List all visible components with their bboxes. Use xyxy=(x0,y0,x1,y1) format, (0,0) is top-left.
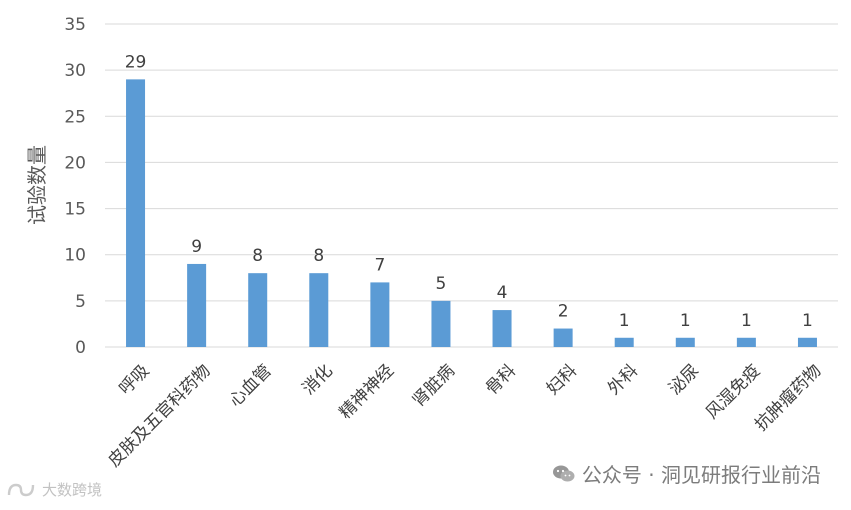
y-tick-label: 5 xyxy=(75,292,86,312)
bars xyxy=(126,79,817,347)
y-tick-label: 0 xyxy=(75,338,86,358)
x-tick-label: 抗肿瘤药物 xyxy=(751,361,825,435)
data-label: 1 xyxy=(619,311,630,331)
x-tick-label: 消化 xyxy=(299,361,337,399)
data-label: 1 xyxy=(802,311,813,331)
bar xyxy=(126,79,146,347)
wechat-icon xyxy=(552,464,576,484)
data-label: 8 xyxy=(313,246,324,266)
bar xyxy=(309,273,329,347)
data-label: 1 xyxy=(741,311,752,331)
y-tick-label: 25 xyxy=(64,107,86,127)
data-label: 9 xyxy=(191,237,202,257)
y-tick-label: 35 xyxy=(64,15,86,35)
watermark-left-text: 大数跨境 xyxy=(42,481,103,499)
y-axis-ticks: 0 5 10 15 20 25 30 35 xyxy=(64,15,86,358)
x-tick-label: 皮肤及五官科药物 xyxy=(104,361,214,471)
x-tick-label: 精神神经 xyxy=(336,361,398,423)
data-label: 5 xyxy=(436,274,447,294)
x-tick-label: 风湿免疫 xyxy=(702,361,764,423)
y-axis-label: 试验数量 xyxy=(25,145,49,225)
bar xyxy=(370,282,390,347)
x-tick-label: 心血管 xyxy=(226,361,276,411)
y-tick-label: 20 xyxy=(64,153,86,173)
bar xyxy=(614,337,634,347)
data-label: 2 xyxy=(558,302,569,322)
y-tick-label: 30 xyxy=(64,61,86,81)
brand-logo-icon xyxy=(6,481,36,499)
data-label: 7 xyxy=(374,255,385,275)
data-label: 8 xyxy=(252,246,263,266)
bar xyxy=(187,263,207,347)
y-tick-label: 10 xyxy=(64,246,86,266)
x-tick-label: 肾脏病 xyxy=(409,361,459,411)
x-tick-label: 外科 xyxy=(604,361,642,399)
x-tick-label: 泌尿 xyxy=(665,361,703,399)
bar xyxy=(797,337,817,347)
data-label: 1 xyxy=(680,311,691,331)
gridlines xyxy=(105,23,838,348)
y-tick-label: 15 xyxy=(64,200,86,220)
bar xyxy=(492,310,512,347)
x-tick-label: 妇科 xyxy=(543,361,581,399)
data-label: 4 xyxy=(497,283,508,303)
watermark-right: 公众号 · 洞见研报行业前沿 xyxy=(552,459,821,488)
bar xyxy=(736,337,756,347)
bar xyxy=(431,300,451,347)
x-tick-label: 骨科 xyxy=(482,361,520,399)
watermark-right-text: 公众号 · 洞见研报行业前沿 xyxy=(581,463,821,487)
bar xyxy=(248,273,268,347)
data-label: 29 xyxy=(125,52,147,72)
watermark-left: 大数跨境 xyxy=(6,479,102,500)
x-tick-label: 呼吸 xyxy=(115,361,153,399)
bar xyxy=(553,328,573,347)
data-labels: 29 9 8 8 7 5 4 2 1 1 1 1 xyxy=(125,52,813,330)
bar xyxy=(675,337,695,347)
